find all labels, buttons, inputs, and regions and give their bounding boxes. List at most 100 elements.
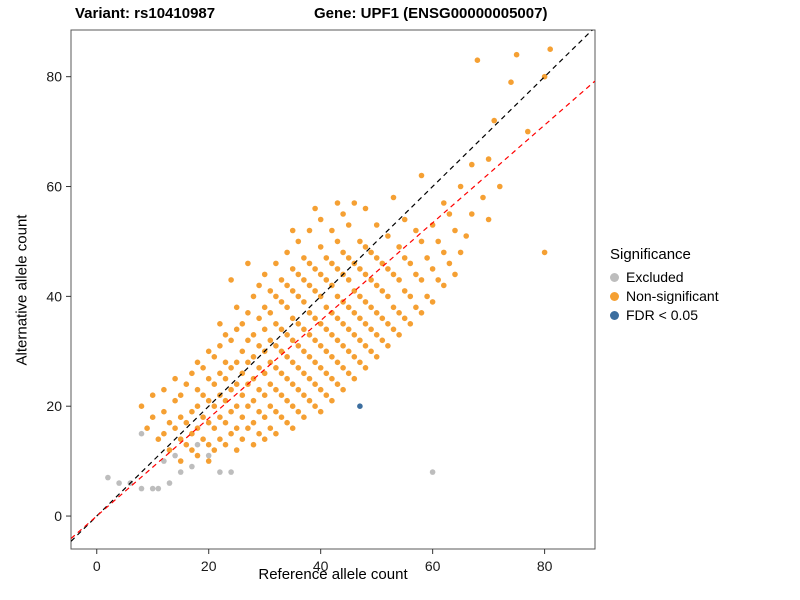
data-point — [441, 282, 447, 289]
data-point — [351, 200, 358, 206]
data-point — [323, 277, 330, 283]
data-point — [334, 293, 341, 300]
data-point — [435, 277, 442, 283]
data-point — [239, 348, 246, 355]
data-point — [205, 419, 212, 426]
data-point — [351, 354, 358, 360]
data-point — [166, 419, 173, 426]
data-point — [362, 244, 369, 250]
data-point — [329, 260, 335, 267]
y-axis-title: Alternative allele count — [13, 214, 31, 366]
data-point — [418, 238, 425, 245]
data-point — [278, 348, 285, 355]
data-point — [429, 469, 436, 475]
data-point — [418, 277, 425, 283]
data-point — [312, 381, 318, 388]
data-point — [105, 474, 111, 481]
data-point — [289, 227, 296, 234]
data-point — [228, 337, 234, 344]
data-point — [429, 266, 436, 272]
plot-panel — [70, 29, 596, 550]
data-point — [267, 425, 274, 432]
data-point — [177, 436, 184, 443]
data-point — [312, 205, 318, 212]
data-point — [256, 365, 262, 371]
data-point — [312, 315, 318, 322]
data-point — [312, 266, 318, 272]
data-point — [368, 304, 374, 311]
data-point — [306, 332, 313, 338]
data-point — [222, 419, 229, 426]
data-point — [261, 436, 268, 443]
data-point — [239, 436, 246, 443]
data-point — [289, 315, 296, 322]
data-point — [368, 249, 374, 256]
data-point — [177, 392, 184, 399]
data-point — [116, 480, 122, 486]
data-point — [289, 403, 296, 410]
data-point — [205, 397, 212, 404]
data-point — [284, 249, 290, 256]
data-point — [228, 277, 234, 283]
data-point — [289, 425, 296, 432]
data-point — [396, 310, 402, 316]
data-point — [228, 408, 234, 415]
data-point — [525, 128, 531, 135]
data-point — [256, 343, 262, 349]
data-point — [312, 337, 318, 344]
data-point — [172, 397, 178, 404]
y-tick-label: 20 — [46, 398, 62, 414]
data-point — [446, 260, 453, 267]
data-point — [373, 310, 380, 316]
data-point — [189, 447, 195, 453]
data-point — [189, 430, 195, 437]
data-point — [194, 441, 201, 448]
data-point — [284, 397, 290, 404]
x-tick-label: 40 — [313, 558, 329, 574]
data-point — [267, 310, 274, 316]
data-point — [497, 183, 503, 190]
data-point — [351, 310, 358, 316]
data-point — [474, 57, 481, 63]
data-point — [284, 282, 290, 289]
data-point — [334, 266, 341, 272]
data-point — [541, 249, 548, 256]
data-point — [233, 447, 240, 453]
data-point — [250, 397, 257, 404]
data-point — [301, 370, 307, 377]
data-point — [345, 370, 352, 377]
data-point — [267, 403, 274, 410]
data-point — [485, 216, 492, 223]
data-point — [267, 359, 274, 366]
data-point — [217, 370, 223, 377]
data-point — [345, 222, 352, 228]
data-point — [256, 315, 262, 322]
data-point — [245, 310, 251, 316]
data-point — [469, 211, 475, 217]
data-point — [317, 343, 324, 349]
data-point — [261, 304, 268, 311]
data-point — [267, 381, 274, 388]
data-point — [295, 271, 302, 278]
data-point — [390, 271, 397, 278]
data-point — [357, 337, 363, 344]
data-point — [357, 359, 363, 366]
data-point — [166, 480, 173, 486]
data-point — [385, 293, 391, 300]
data-point — [312, 403, 318, 410]
data-point — [323, 326, 330, 333]
data-point — [329, 332, 335, 338]
legend-item-label: FDR < 0.05 — [626, 307, 698, 323]
data-point — [362, 343, 369, 349]
data-point — [284, 354, 290, 360]
data-point — [222, 332, 229, 338]
data-point — [340, 365, 346, 371]
data-point — [261, 370, 268, 377]
data-point — [424, 255, 430, 261]
data-point — [301, 414, 307, 421]
data-point — [144, 425, 150, 432]
data-point — [317, 386, 324, 393]
data-point — [418, 310, 425, 316]
data-point — [306, 227, 313, 234]
data-point — [261, 326, 268, 333]
